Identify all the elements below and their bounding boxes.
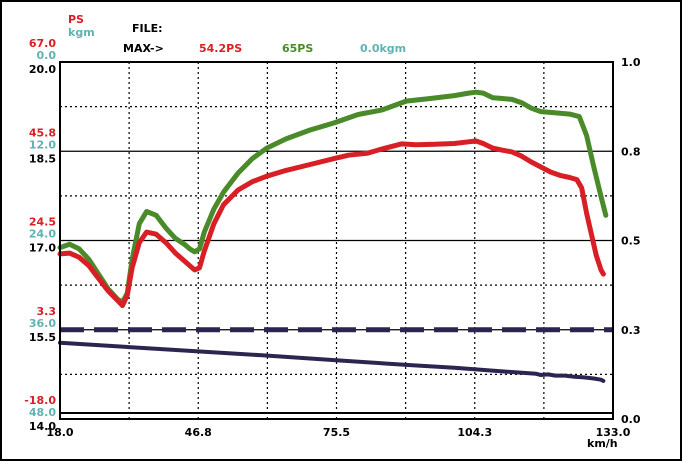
x-tick: 75.5	[323, 426, 350, 439]
x-tick: 104.3	[457, 426, 492, 439]
ps-unit-label: PS	[68, 13, 84, 26]
left-tick-ps: -18.0	[24, 394, 56, 407]
left-axis: 67.0 45.8 24.5 3.3 -18.0 0.0 12.0 24.0 36.0 48.0 2…	[24, 37, 56, 433]
left-tick-scale: 14.0	[29, 420, 56, 433]
reference-lines	[60, 327, 613, 415]
left-tick-scale: 17.0	[29, 242, 56, 255]
plot-frame	[59, 61, 614, 420]
left-tick-scale: 20.0	[29, 63, 56, 76]
left-tick-scale: 15.5	[29, 331, 56, 344]
file-label: FILE:	[132, 22, 163, 35]
max-ps-actual: 54.2PS	[199, 42, 242, 55]
max-label: MAX->	[123, 42, 164, 55]
max-kgm: 0.0kgm	[360, 42, 406, 55]
x-tick: 18.0	[46, 426, 73, 439]
kgm-unit-label: kgm	[68, 26, 95, 39]
right-tick: 0.0	[621, 413, 641, 426]
x-tick: 46.8	[185, 426, 212, 439]
right-tick: 0.8	[621, 145, 641, 158]
x-axis: 18.0 46.8 75.5 104.3 133.0	[46, 426, 630, 439]
x-tick: 133.0	[596, 426, 631, 439]
max-ps-reference: 65PS	[282, 42, 313, 55]
left-tick-kgm: 24.0	[29, 228, 56, 241]
left-tick-kgm: 12.0	[29, 138, 56, 151]
series-group	[57, 89, 609, 383]
right-tick: 1.0	[621, 56, 641, 69]
left-tick-kgm: 36.0	[29, 317, 56, 330]
series-line-speed-ratio	[58, 340, 606, 383]
left-tick-ps: 67.0	[29, 37, 56, 50]
right-tick: 0.5	[621, 235, 641, 248]
left-tick-ps: 3.3	[37, 305, 57, 318]
left-tick-ps: 24.5	[29, 216, 56, 229]
left-tick-scale: 18.5	[29, 152, 56, 165]
left-tick-kgm: 0.0	[37, 49, 57, 62]
left-tick-ps: 45.8	[29, 126, 56, 139]
series-line-54-2ps	[57, 138, 606, 309]
right-axis: 1.0 0.8 0.5 0.3 0.0	[621, 56, 641, 426]
left-tick-kgm: 48.0	[29, 406, 56, 419]
x-axis-unit: km/h	[587, 437, 618, 450]
right-tick: 0.3	[621, 324, 641, 337]
